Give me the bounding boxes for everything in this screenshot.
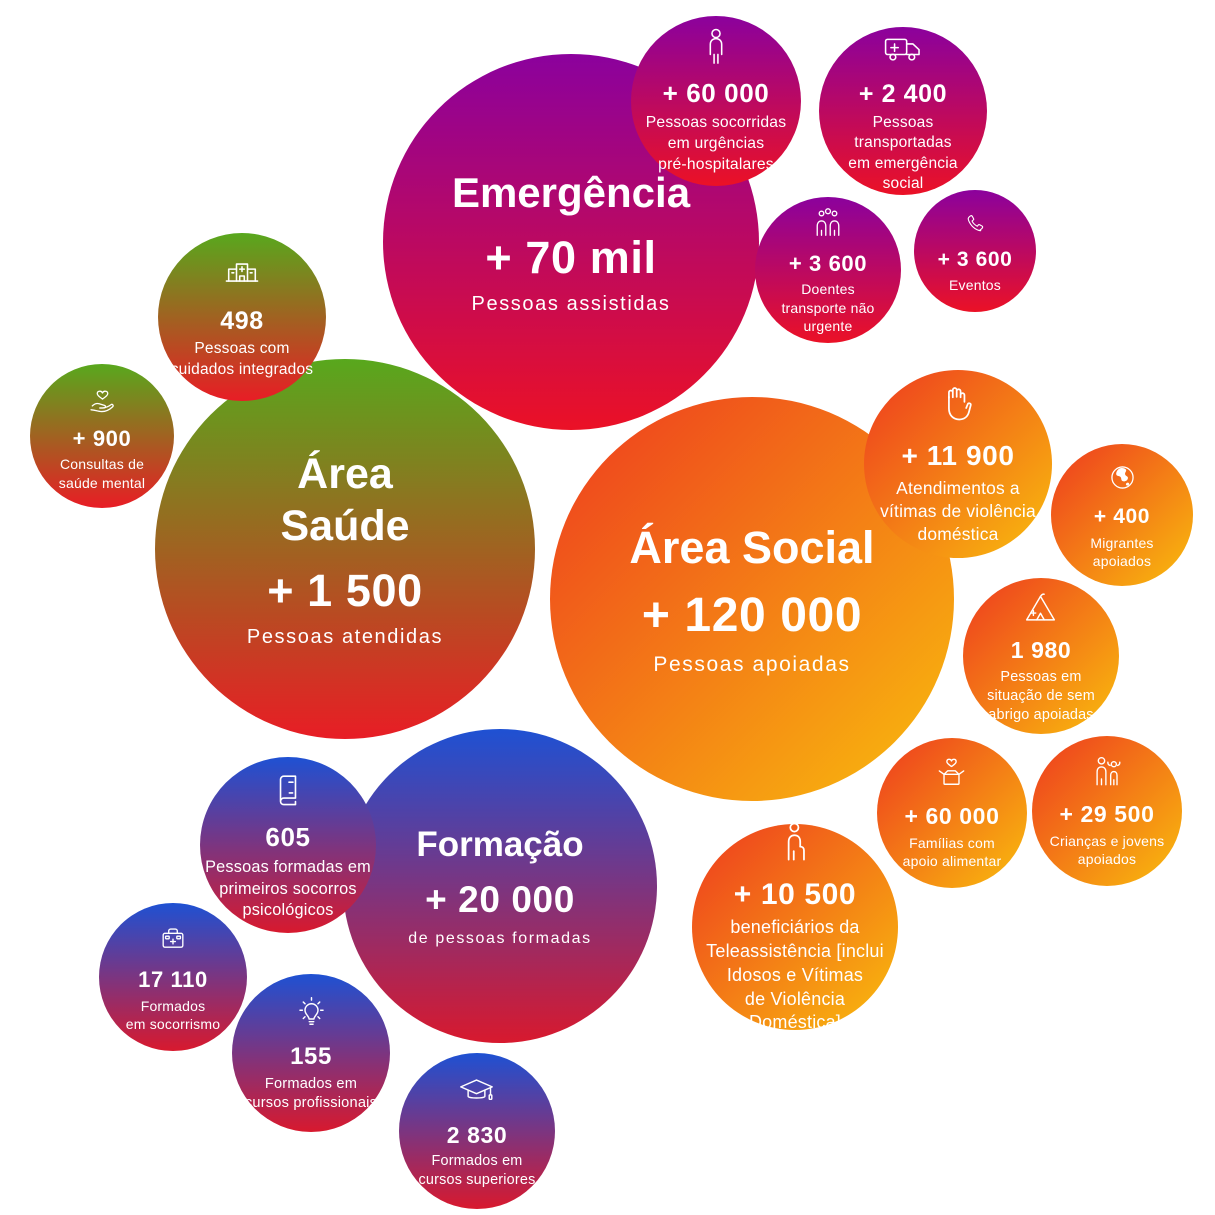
adult-child-icon <box>1088 753 1127 792</box>
bubble-label: Pessoas em situação de sem abrigo apoiad… <box>987 668 1095 723</box>
bubble-label: beneficiários da Teleassistência [inclui… <box>706 917 884 1033</box>
bubble-number: + 120 000 <box>641 589 863 643</box>
bubble-number: + 1 500 <box>267 565 423 617</box>
bubble-label: Pessoas transportadas em emergência soci… <box>848 113 958 193</box>
bubble-socorros-psicologicos: 605 Pessoas formadas em primeiros socorro… <box>200 757 376 933</box>
bubble-transportadas: + 2 400 Pessoas transportadas em emergênc… <box>819 27 987 195</box>
bubble-number: + 3 600 <box>937 248 1013 272</box>
bubble-caption: Pessoas apoiadas <box>653 652 851 676</box>
bubble-number: + 29 500 <box>1059 801 1155 828</box>
bubble-title: Área Saúde <box>280 450 410 550</box>
bubble-number: 2 830 <box>446 1121 508 1148</box>
bubble-cuidados-integrados: 498 Pessoas com cuidados integrados <box>158 233 326 401</box>
bubble-socorridas: + 60 000 Pessoas socorridas em urgências … <box>631 16 801 186</box>
bubble-caption: Pessoas assistidas <box>471 292 671 315</box>
bubble-label: Formados em cursos profissionais <box>244 1075 378 1111</box>
bubble-label: Atendimentos a vítimas de violência domé… <box>880 477 1036 544</box>
bubble-number: 155 <box>290 1042 332 1070</box>
bubble-number: 498 <box>220 306 264 335</box>
bubble-saude-mental: + 900 Consultas de saúde mental <box>30 364 174 508</box>
tent-icon <box>1020 587 1061 628</box>
bubble-number: + 400 <box>1093 505 1151 529</box>
bubble-formacao-main: Formação + 20 000 de pessoas formadas <box>343 729 657 1043</box>
hand-heart-icon <box>84 380 121 417</box>
bubble-eventos: + 3 600 Eventos <box>914 190 1036 312</box>
graduation-cap-icon <box>456 1072 497 1113</box>
bubble-label: Eventos <box>948 277 1001 294</box>
first-aid-kit-icon <box>154 920 192 958</box>
bubble-label: Doentes transporte não urgente <box>781 281 875 335</box>
bubble-label: Formados em cursos superiores <box>418 1153 536 1189</box>
bubble-number: 1 980 <box>1010 637 1072 664</box>
bubble-number: + 60 000 <box>904 803 1000 830</box>
bubble-migrantes: + 400 Migrantes apoiados <box>1051 444 1193 586</box>
bubble-label: Pessoas socorridas em urgências pré-hosp… <box>645 114 787 173</box>
bubble-sem-abrigo: 1 980 Pessoas em situação de sem abrigo a… <box>963 578 1119 734</box>
bubble-violencia-domestica: + 11 900 Atendimentos a vítimas de violên… <box>864 370 1052 558</box>
bubble-number: + 20 000 <box>425 878 575 920</box>
bubble-number: + 2 400 <box>858 80 948 109</box>
bubble-familias-alimentar: + 60 000 Famílias com apoio alimentar <box>877 738 1027 888</box>
bubble-label: Crianças e jovens apoiados <box>1049 832 1165 868</box>
bubble-cursos-superiores: 2 830 Formados em cursos superiores <box>399 1053 555 1209</box>
bubble-caption: de pessoas formadas <box>408 930 592 948</box>
bubble-title: Emergência <box>451 169 691 217</box>
bubble-number: + 3 600 <box>788 251 868 277</box>
bubble-saude-main: Área Saúde + 1 500 Pessoas atendidas <box>155 359 535 739</box>
bubble-number: + 70 mil <box>485 231 657 283</box>
bubble-number: + 10 500 <box>733 877 857 911</box>
bubble-doentes-transporte: + 3 600 Doentes transporte não urgente <box>755 197 901 343</box>
bubble-label: Formados em socorrismo <box>125 997 221 1033</box>
globe-icon <box>1104 459 1141 496</box>
lightbulb-icon <box>291 993 332 1034</box>
ambulance-icon <box>881 27 925 71</box>
bubble-title: Formação <box>416 824 584 864</box>
bubble-socorrismo: 17 110 Formados em socorrismo <box>99 903 247 1051</box>
hospital-icon <box>220 254 264 298</box>
bubble-title: Área Social <box>629 522 875 574</box>
bubble-number: 605 <box>265 822 311 853</box>
bubble-label: Pessoas com cuidados integrados <box>170 340 314 378</box>
bubble-caption: Pessoas atendidas <box>246 625 444 648</box>
bubble-label: Migrantes apoiados <box>1090 534 1154 570</box>
raised-hand-icon <box>933 382 982 431</box>
bubble-label: Consultas de saúde mental <box>58 456 146 491</box>
bubble-criancas-jovens: + 29 500 Crianças e jovens apoiados <box>1032 736 1182 886</box>
bubble-cursos-profissionais: 155 Formados em cursos profissionais <box>232 974 390 1132</box>
bubble-number: 17 110 <box>138 967 208 993</box>
bubble-number: + 900 <box>72 425 132 451</box>
elderly-person-icon <box>770 819 820 869</box>
person-icon <box>694 26 738 70</box>
bubble-number: + 11 900 <box>901 440 1015 472</box>
phone-icon <box>959 207 991 239</box>
bubble-number: + 60 000 <box>662 78 770 109</box>
people-group-icon <box>809 204 847 242</box>
bubble-teleassistencia: + 10 500 beneficiários da Teleassistência… <box>692 822 898 1032</box>
heart-box-icon <box>932 755 971 794</box>
bubble-label: Famílias com apoio alimentar <box>902 834 1002 870</box>
book-icon <box>265 768 311 814</box>
bubble-label: Pessoas formadas em primeiros socorros p… <box>205 858 371 920</box>
